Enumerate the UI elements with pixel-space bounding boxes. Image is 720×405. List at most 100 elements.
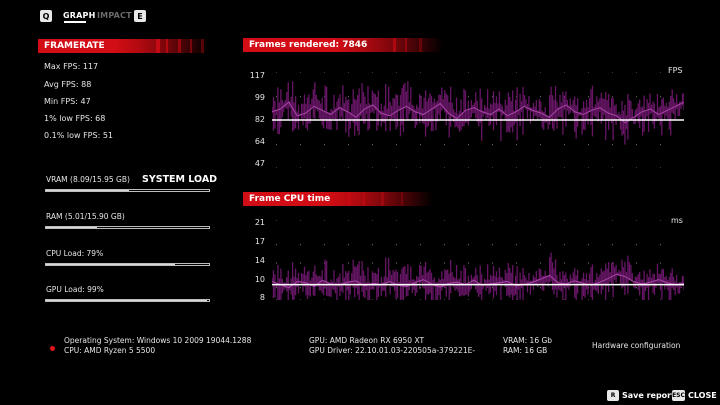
active-tab-indicator (64, 21, 86, 23)
fps-grid-dot (324, 72, 325, 73)
e-key-icon[interactable]: E (134, 10, 146, 22)
esc-key-icon[interactable]: ESC (672, 390, 685, 401)
cpu-grid-dot (660, 220, 661, 221)
cpu-grid-dot (468, 299, 469, 300)
cpu-grid-dot (540, 244, 541, 246)
framerate-title: FRAMERATE (44, 41, 105, 51)
cpu-grid-dot (348, 262, 349, 264)
cpu-grid-dot (420, 299, 421, 300)
cpu-grid-dot (276, 262, 277, 264)
fps-grid-dot (516, 167, 517, 168)
gpu-load-bar-fill (46, 300, 208, 301)
glitch-decoration (156, 39, 160, 53)
cpu-y-tick: 14 (254, 256, 265, 265)
cpu-grid-dot (636, 287, 637, 289)
fps-grid-dot (276, 72, 277, 73)
fps-grid-dot (276, 144, 277, 146)
fps-grid-dot (492, 96, 493, 98)
glitch-decoration (381, 192, 384, 206)
system-load-title: SYSTEM LOAD (142, 174, 218, 185)
cpu-grid-dot (396, 299, 397, 300)
fps-grid-dot (348, 72, 349, 73)
cpu-grid-dot (540, 299, 541, 300)
fps-grid-dot (636, 96, 637, 98)
q-key-icon[interactable]: Q (40, 10, 52, 22)
cpu-grid-dot (300, 287, 301, 289)
cpu-load-bar (45, 263, 210, 266)
cpu-grid-dot (324, 287, 325, 289)
glitch-decoration (166, 39, 168, 53)
fps-grid-dot (396, 72, 397, 73)
cpu-grid-dot (300, 220, 301, 221)
cpu-grid-dot (276, 220, 277, 221)
ram-bar (45, 226, 210, 229)
cpu-grid-dot (348, 220, 349, 221)
fps-grid-dot (516, 144, 517, 146)
cpu-grid-dot (396, 220, 397, 221)
point-one-percent-low-stat: 0.1% low FPS: 51 (44, 131, 113, 140)
cpu-y-tick: 17 (254, 237, 265, 246)
glitch-decoration (347, 192, 351, 206)
fps-unit-label: FPS (668, 66, 683, 75)
cpu-grid-dot (420, 244, 421, 246)
fps-grid-dot (564, 72, 565, 73)
cpu-grid-dot (612, 220, 613, 221)
cpu-grid-dot (540, 262, 541, 264)
min-fps-stat: Min FPS: 47 (44, 97, 91, 106)
fps-grid-dot (300, 144, 301, 146)
tab-graph[interactable]: GRAPH (63, 11, 96, 20)
cpu-load-bar-fill (46, 264, 175, 265)
os-info: Operating System: Windows 10 2009 19044.… (64, 336, 252, 345)
glitch-decoration (190, 39, 192, 53)
fps-grid-dot (540, 167, 541, 168)
fps-grid-dot (660, 96, 661, 98)
cpu-grid-dot (324, 299, 325, 300)
cpu-grid-dot (396, 262, 397, 264)
cpu-grid-dot (444, 262, 445, 264)
tab-impact[interactable]: IMPACT (97, 11, 132, 20)
fps-grid-dot (612, 167, 613, 168)
cpu-grid-dot (468, 220, 469, 221)
glitch-decoration (201, 39, 204, 53)
cpu-grid-dot (588, 220, 589, 221)
cpu-grid-dot (660, 262, 661, 264)
cpu-grid-dot (300, 299, 301, 300)
cpu-grid-dot (324, 244, 325, 246)
vram-bar-fill (46, 190, 129, 191)
cpu-grid-dot (492, 262, 493, 264)
cpu-grid-dot (444, 299, 445, 300)
cpu-grid-dot (564, 262, 565, 264)
close-button[interactable]: CLOSE (688, 391, 717, 400)
fps-grid-dot (492, 72, 493, 73)
fps-grid-dot (540, 72, 541, 73)
fps-grid-dot (324, 167, 325, 168)
ram-label: RAM (5.01/15.90 GB) (46, 212, 125, 221)
cpu-y-tick: 21 (254, 218, 265, 227)
fps-grid-dot (492, 144, 493, 146)
cpu-grid-dot (564, 220, 565, 221)
fps-grid-dot (540, 144, 541, 146)
fps-grid-dot (348, 144, 349, 146)
r-key-icon[interactable]: R (607, 390, 619, 401)
cpu-info: CPU: AMD Ryzen 5 5500 (64, 346, 156, 355)
fps-grid-dot (516, 72, 517, 73)
glitch-decoration (401, 192, 403, 206)
cpu-grid-dot (372, 299, 373, 300)
fps-grid-dot (300, 167, 301, 168)
vram-info: VRAM: 16 Gb (503, 336, 553, 345)
fps-grid-dot (612, 72, 613, 73)
fps-y-tick: 82 (254, 115, 265, 124)
cpu-grid-dot (588, 244, 589, 246)
fps-grid-dot (300, 96, 301, 98)
fps-y-tick: 64 (254, 137, 265, 146)
glitch-decoration (419, 38, 422, 52)
fps-grid-dot (420, 144, 421, 146)
save-report-button[interactable]: Save report (622, 391, 675, 400)
cpu-grid-dot (516, 244, 517, 246)
gpu-load-bar (45, 299, 210, 302)
fps-grid-dot (396, 167, 397, 168)
cpu-grid-dot (444, 220, 445, 221)
cpu-grid-dot (420, 262, 421, 264)
cpu-grid-dot (468, 262, 469, 264)
hardware-configuration-link[interactable]: Hardware configuration (592, 341, 681, 350)
